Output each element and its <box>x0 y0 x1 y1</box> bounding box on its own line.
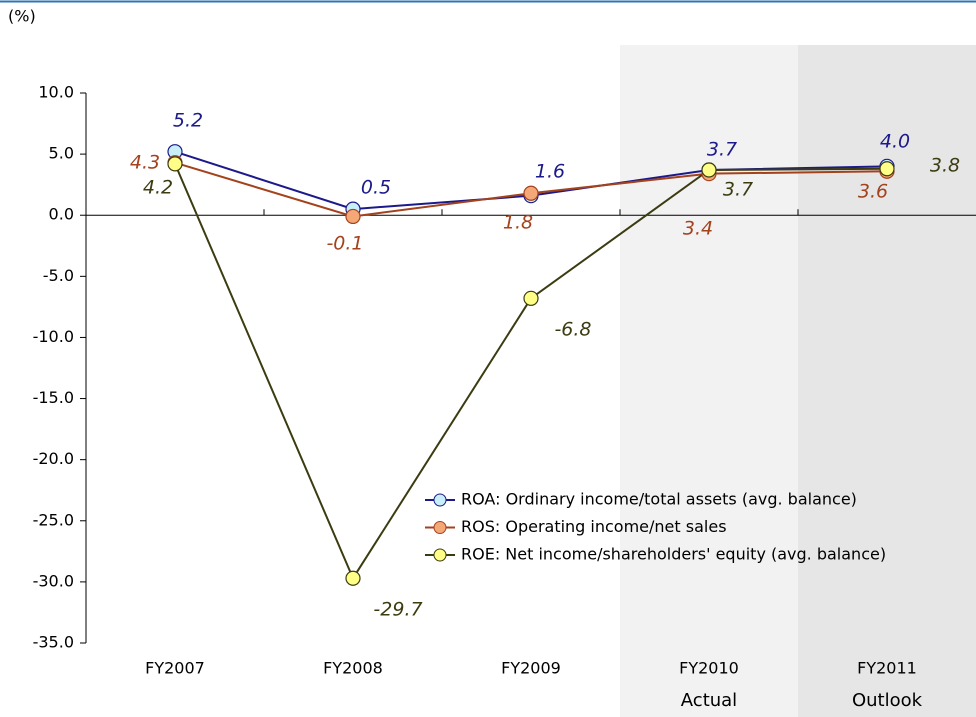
data-label: 3.7 <box>707 139 737 161</box>
legend-label: ROS: Operating income/net sales <box>461 517 727 536</box>
x-tick-label: FY2007 <box>145 659 205 678</box>
marker <box>879 161 895 177</box>
legend-label: ROE: Net income/shareholders' equity (av… <box>461 545 886 564</box>
y-tick-label: -35.0 <box>33 633 74 652</box>
y-tick-label: 5.0 <box>49 144 74 163</box>
legend-label: ROA: Ordinary income/total assets (avg. … <box>461 490 857 509</box>
data-label: 3.7 <box>723 179 753 201</box>
marker <box>345 570 361 586</box>
y-tick-label: -10.0 <box>33 327 74 346</box>
legend-marker <box>433 548 447 562</box>
marker <box>167 156 183 172</box>
x-tick-label: FY2008 <box>323 659 383 678</box>
x-tick-label: FY2010 <box>679 659 739 678</box>
data-label: 1.8 <box>503 212 533 234</box>
legend-marker <box>433 493 447 507</box>
period-shade <box>620 45 798 717</box>
data-label: -6.8 <box>554 319 591 341</box>
marker <box>523 185 539 201</box>
data-label: -0.1 <box>326 233 363 255</box>
data-label: 4.3 <box>130 152 160 174</box>
x-tick-label: FY2009 <box>501 659 561 678</box>
y-tick-label: 0.0 <box>49 205 74 224</box>
data-label: 3.8 <box>930 155 960 177</box>
marker <box>701 162 717 178</box>
marker <box>523 290 539 306</box>
period-label: Outlook <box>852 690 923 711</box>
y-unit: (%) <box>8 7 36 26</box>
y-tick-label: -15.0 <box>33 388 74 407</box>
data-label: 3.6 <box>858 181 888 203</box>
data-label: 3.4 <box>683 218 713 240</box>
data-label: 0.5 <box>361 177 391 199</box>
data-label: 4.0 <box>880 131 910 153</box>
legend-marker <box>433 521 447 534</box>
y-tick-label: -30.0 <box>33 571 74 590</box>
marker <box>345 208 361 225</box>
period-shade <box>798 45 976 717</box>
data-label: -29.7 <box>373 599 422 621</box>
y-tick-label: 10.0 <box>38 83 74 102</box>
period-label: Actual <box>681 690 737 711</box>
data-label: 1.6 <box>535 161 565 183</box>
x-tick-label: FY2011 <box>857 659 917 678</box>
data-label: 5.2 <box>173 110 203 132</box>
y-tick-label: -20.0 <box>33 449 74 468</box>
data-label: 4.2 <box>143 177 173 199</box>
y-tick-label: -25.0 <box>33 510 74 529</box>
y-tick-label: -5.0 <box>43 266 74 285</box>
